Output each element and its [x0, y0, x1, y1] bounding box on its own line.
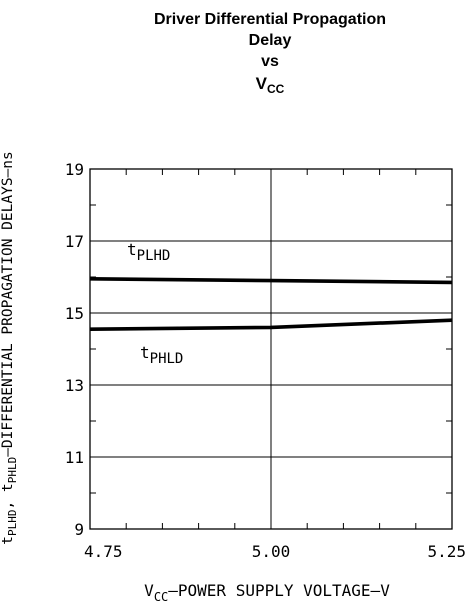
y-axis-label: tPLHD, tPHLD–DIFFERENTIAL PROPAGATION DE… [0, 151, 19, 544]
series-label-plhd-main: t [127, 240, 137, 259]
y-tick-label: 15 [65, 304, 84, 323]
title-vcc-main: V [256, 74, 268, 93]
plot-frame [89, 168, 453, 530]
y-axis-label-part: PLHD [6, 510, 19, 537]
y-tick-label: 19 [65, 160, 84, 179]
x-tick-label: 5.25 [427, 542, 466, 561]
series-label-phld-sub: PHLD [150, 351, 184, 367]
series-label-plhd-sub: PLHD [137, 248, 171, 264]
title-line-1: Driver Differential Propagation [154, 11, 386, 28]
x-tick-label: 4.75 [84, 542, 123, 561]
x-tick-label: 5.00 [252, 542, 291, 561]
title-vcc-sub: CC [267, 82, 285, 96]
title-line-2: Delay [249, 32, 292, 49]
y-tick-label: 11 [65, 448, 84, 467]
y-tick-label: 17 [65, 232, 84, 251]
axis-ticks [90, 169, 452, 529]
tick-labels: 9 11 13 15 17 19 4.75 5.00 5.25 [65, 160, 466, 561]
series-label-phld-main: t [140, 343, 150, 362]
title-line-3: vs [261, 53, 279, 70]
y-axis-label-part: PHLD [6, 457, 19, 484]
grid [90, 169, 452, 529]
x-axis-label: VCC–POWER SUPPLY VOLTAGE–V [144, 581, 390, 604]
y-axis-label-part: , t [0, 483, 16, 509]
x-axis-label-post: –POWER SUPPLY VOLTAGE–V [168, 581, 390, 600]
series-label-phld: tPHLD [140, 343, 183, 367]
y-tick-label: 9 [74, 520, 84, 539]
title-line-4: VCC [256, 74, 285, 96]
chart-title: Driver Differential Propagation Delay vs… [154, 11, 386, 96]
series-layer [89, 277, 453, 331]
series-label-plhd: tPLHD [127, 240, 170, 264]
y-axis-label-part: t [0, 536, 16, 545]
x-axis-label-pre: V [144, 581, 154, 600]
y-axis-label-part: –DIFFERENTIAL PROPAGATION DELAYS–ns [0, 151, 16, 457]
y-tick-label: 13 [65, 376, 84, 395]
x-axis-label-sub: CC [154, 590, 168, 604]
